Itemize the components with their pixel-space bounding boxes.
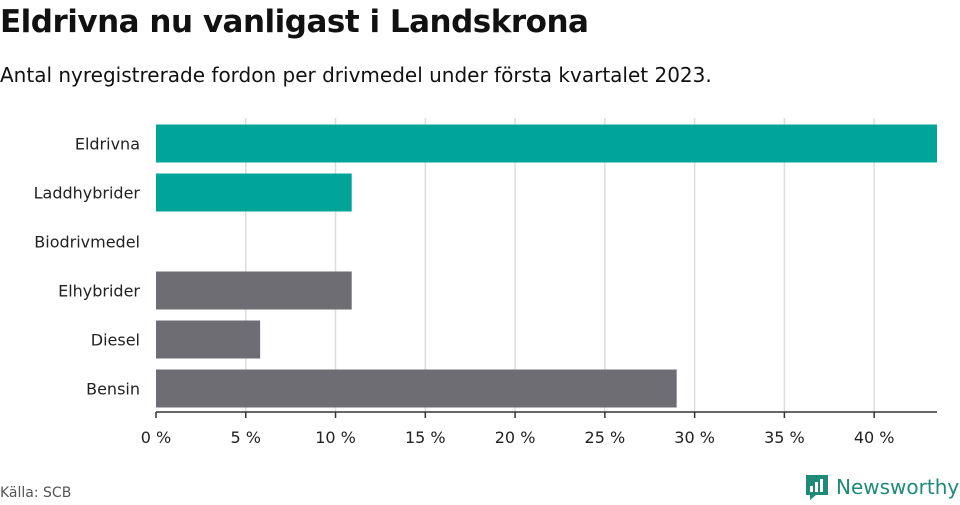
- x-tick-label: 25 %: [585, 428, 626, 447]
- category-label: Bensin: [86, 380, 140, 399]
- category-label: Eldrivna: [75, 135, 140, 154]
- x-tick-label: 0 %: [141, 428, 171, 447]
- x-tick-label: 10 %: [315, 428, 356, 447]
- x-tick-label: 40 %: [854, 428, 895, 447]
- category-label: Biodrivmedel: [34, 233, 140, 252]
- x-tick-label: 15 %: [405, 428, 446, 447]
- bar-eldrivna: [156, 124, 937, 163]
- category-label: Elhybrider: [58, 282, 140, 301]
- x-tick-label: 5 %: [231, 428, 261, 447]
- newsworthy-logo-icon: [806, 475, 828, 500]
- bar-elhybrider: [156, 271, 352, 310]
- brand-name: Newsworthy: [836, 475, 960, 499]
- bar-bensin: [156, 369, 677, 408]
- source-note: Källa: SCB: [0, 485, 72, 501]
- category-label: Diesel: [91, 331, 140, 350]
- brand-logo[interactable]: Newsworthy: [804, 473, 959, 501]
- x-tick-label: 35 %: [764, 428, 805, 447]
- chart-title: Eldrivna nu vanligast i Landskrona: [0, 4, 589, 40]
- bar-laddhybrider: [156, 173, 352, 212]
- bar-diesel: [156, 320, 261, 359]
- chart-subtitle: Antal nyregistrerade fordon per drivmede…: [0, 63, 712, 87]
- x-tick-label: 30 %: [674, 428, 715, 447]
- category-label: Laddhybrider: [34, 184, 141, 203]
- x-tick-label: 20 %: [495, 428, 536, 447]
